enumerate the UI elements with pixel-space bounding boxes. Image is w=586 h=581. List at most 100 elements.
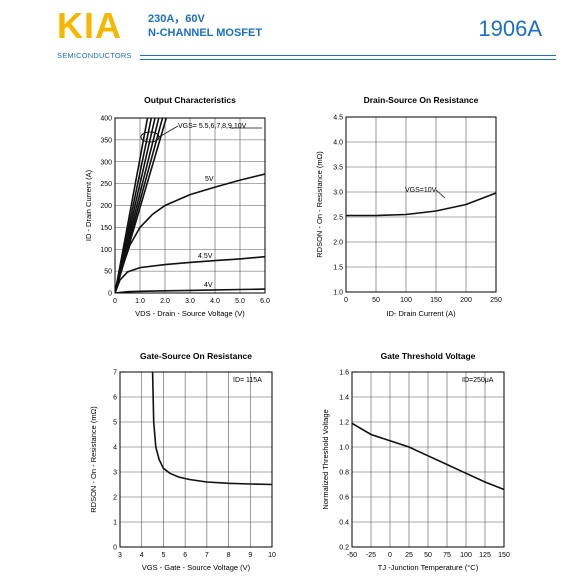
x-tick-label: 25 (405, 552, 413, 559)
x-axis-label: ID- Drain Current (A) (386, 309, 456, 318)
y-tick-label: 2.0 (333, 240, 343, 247)
y-tick-label: 6 (113, 395, 117, 402)
spec-line-2: N-CHANNEL MOSFET (148, 27, 263, 39)
y-tick-label: 0.8 (339, 470, 349, 477)
header-rule-top (140, 55, 556, 56)
y-tick-label: 1.0 (333, 290, 343, 297)
y-axis-label: RDSON - On - Resistance (mΩ) (89, 406, 98, 513)
x-tick-label: -25 (366, 552, 376, 559)
x-tick-label: -50 (347, 552, 357, 559)
x-tick-label: 150 (430, 297, 442, 304)
x-tick-label: 3.0 (185, 298, 195, 305)
chart-1: Output Characteristics 0 1.0 2.0 3.0 4.0 5.0 6.… (84, 95, 270, 318)
y-tick-label: 1.6 (339, 370, 349, 377)
y-tick-label: 0.2 (339, 545, 349, 552)
x-tick-label: 4.0 (210, 298, 220, 305)
y-tick-label: 2 (113, 495, 117, 502)
x-tick-label: 1.0 (135, 298, 145, 305)
x-tick-label: 6.0 (260, 298, 270, 305)
y-tick-label: 0 (108, 291, 112, 298)
x-tick-label: 125 (479, 552, 491, 559)
annotation-label: 4.5V (198, 253, 213, 260)
series-line-9 (115, 118, 168, 293)
product-spec: 230A，60V N-CHANNEL MOSFET (148, 12, 262, 40)
y-tick-label: 300 (100, 159, 112, 166)
x-tick-label: 7 (205, 552, 209, 559)
chart-2: Drain-Source On Resistance 0 50 100 150 200 25… (315, 95, 502, 318)
y-tick-label: 0.6 (339, 495, 349, 502)
series-line-1 (151, 372, 272, 486)
kia-logo: KIA (57, 5, 122, 46)
plot-frame (351, 371, 505, 548)
y-tick-label: 350 (100, 137, 112, 144)
spec-line-1: 230A，60V (148, 13, 205, 25)
y-tick-label: 4 (113, 445, 117, 452)
x-tick-label: 100 (460, 552, 472, 559)
annotation-label: VGS= 5.5,6,7,8,9,10V (178, 123, 247, 130)
series-line-1 (352, 422, 504, 491)
annotation-label: 5V (205, 176, 214, 183)
annotation-leader (435, 189, 446, 199)
series-line-1 (346, 192, 496, 217)
x-tick-label: 5.0 (235, 298, 245, 305)
y-tick-label: 3 (113, 470, 117, 477)
x-tick-label: 0 (344, 297, 348, 304)
annotation-label: VGS=10V (405, 187, 437, 194)
y-tick-label: 1.0 (339, 445, 349, 452)
chart-3: Gate-Source On Resistance 3 4 5 6 7 8 9 10 0 1 2 3 4 5… (89, 351, 276, 572)
annotation-leader (158, 125, 179, 138)
chart-title: Drain-Source On Resistance (364, 95, 479, 105)
x-tick-label: 100 (400, 297, 412, 304)
x-tick-label: 250 (490, 297, 502, 304)
y-tick-label: 50 (104, 269, 112, 276)
header-rule-bottom (140, 59, 556, 60)
y-tick-label: 3.0 (333, 190, 343, 197)
x-tick-label: 50 (424, 552, 432, 559)
plot-frame (119, 371, 273, 548)
y-tick-label: 400 (100, 116, 112, 123)
x-axis-label: TJ -Junction Temperature (°C) (378, 563, 479, 572)
x-axis-label: VGS - Gate - Source Voltage (V) (142, 563, 251, 572)
y-tick-label: 3.5 (333, 165, 343, 172)
y-tick-label: 4.0 (333, 140, 343, 147)
x-tick-label: 0 (388, 552, 392, 559)
x-tick-label: 10 (268, 552, 276, 559)
x-axis-label: VDS - Drain - Source Voltage (V) (135, 309, 245, 318)
x-tick-label: 5 (161, 552, 165, 559)
y-tick-label: 7 (113, 370, 117, 377)
annotation-label: ID= 115A (233, 377, 262, 384)
x-tick-label: 50 (372, 297, 380, 304)
y-tick-label: 1.4 (339, 395, 349, 402)
annotation-label: ID=250μA (462, 377, 494, 384)
plot-frame (345, 116, 497, 293)
y-axis-label: Normalized Threshold Voltage (321, 409, 330, 509)
x-tick-label: 3 (118, 552, 122, 559)
series-line-3 (115, 288, 265, 293)
part-number: 1906A (478, 16, 542, 41)
y-tick-label: 1.2 (339, 420, 349, 427)
x-tick-label: 6 (183, 552, 187, 559)
x-tick-label: 75 (443, 552, 451, 559)
x-tick-label: 2.0 (160, 298, 170, 305)
x-tick-label: 150 (498, 552, 510, 559)
y-tick-label: 2.5 (333, 215, 343, 222)
x-tick-label: 4 (140, 552, 144, 559)
y-tick-label: 1 (113, 520, 117, 527)
plot-frame (114, 117, 266, 294)
chart-title: Gate Threshold Voltage (381, 351, 476, 361)
y-axis-label: ID - Drain Current (A) (84, 169, 93, 241)
chart-title: Output Characteristics (144, 95, 236, 105)
y-tick-label: 0 (113, 545, 117, 552)
y-tick-label: 250 (100, 181, 112, 188)
logo-subtitle: SEMICONDUCTORS (57, 51, 132, 60)
y-tick-label: 1.5 (333, 265, 343, 272)
annotation-label: 4V (204, 282, 213, 289)
x-tick-label: 8 (227, 552, 231, 559)
x-tick-label: 0 (113, 298, 117, 305)
series-line-2 (115, 255, 265, 293)
y-tick-label: 150 (100, 225, 112, 232)
chart-title: Gate-Source On Resistance (140, 351, 252, 361)
y-tick-label: 200 (100, 203, 112, 210)
y-tick-label: 5 (113, 420, 117, 427)
